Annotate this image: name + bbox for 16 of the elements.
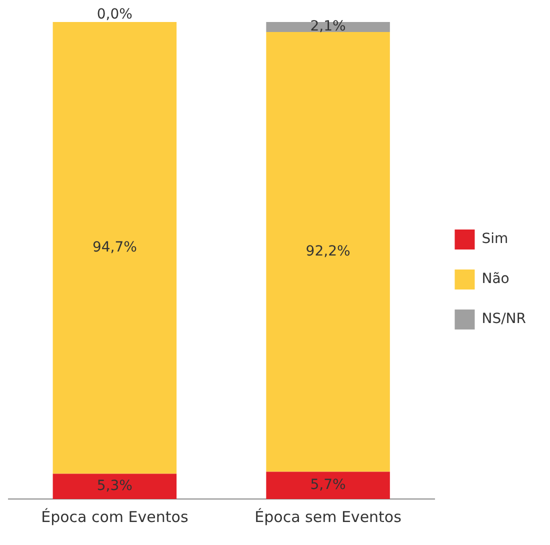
data-label: 94,7% [92,240,137,256]
legend-label: Sim [482,231,508,248]
legend-label: Não [482,271,510,288]
data-label: 92,2% [306,244,350,260]
data-label: 5,3% [96,478,132,494]
bar [266,472,390,499]
data-label: 0,0% [96,6,132,23]
x-tick-label: Época com Eventos [41,508,188,526]
x-tick-label: Época sem Eventos [254,508,402,526]
legend-label: NS/NR [482,311,526,328]
data-label: 2,1% [310,18,346,35]
bar [52,474,177,499]
bar [266,32,390,472]
data-label: 5,7% [310,477,346,494]
bar [52,22,177,474]
bar [266,22,390,32]
